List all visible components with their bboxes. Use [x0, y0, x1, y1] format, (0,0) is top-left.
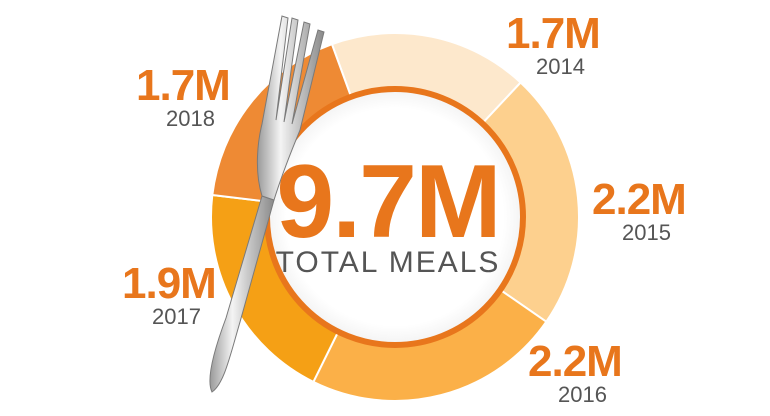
slice-value-2014: 1.7M	[506, 9, 601, 58]
slice-year-2015: 2015	[622, 220, 671, 245]
total-meals-value: 9.7M	[276, 144, 501, 260]
slice-value-2016: 2.2M	[528, 337, 623, 386]
slice-label-2018: 1.7M 2018	[136, 61, 231, 131]
slice-year-2018: 2018	[166, 106, 215, 131]
slice-year-2014: 2014	[536, 54, 585, 79]
slice-label-2017: 1.9M 2017	[122, 259, 217, 329]
slice-year-2016: 2016	[558, 382, 607, 407]
total-meals-label: TOTAL MEALS	[275, 246, 501, 279]
slice-value-2015: 2.2M	[592, 175, 687, 224]
slice-label-2014: 1.7M 2014	[506, 9, 601, 79]
slice-value-2018: 1.7M	[136, 61, 231, 110]
slice-label-2016: 2.2M 2016	[528, 337, 623, 407]
fork-icon	[209, 15, 325, 393]
slice-label-2015: 2.2M 2015	[592, 175, 687, 245]
slice-year-2017: 2017	[152, 304, 201, 329]
slice-value-2017: 1.9M	[122, 259, 217, 308]
